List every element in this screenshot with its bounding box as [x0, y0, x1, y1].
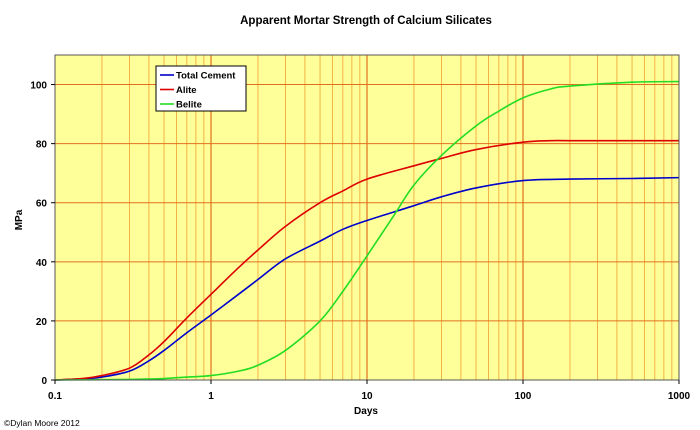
y-tick-label: 0 [41, 376, 47, 387]
y-tick-label: 20 [36, 317, 48, 328]
legend-label: Total Cement [176, 71, 236, 82]
series-lines [54, 80, 680, 381]
chart-title: Apparent Mortar Strength of Calcium Sili… [240, 15, 492, 27]
x-tick-label: 100 [515, 391, 532, 402]
x-tick-label: 1000 [668, 391, 691, 402]
legend-label: Alite [176, 85, 197, 96]
y-axis-label: MPa [14, 209, 25, 230]
y-tick-label: 60 [36, 199, 48, 210]
x-tick-label: 0.1 [48, 391, 62, 402]
legend-label: Belite [176, 100, 202, 111]
x-axis-label: Days [354, 406, 378, 417]
series-line-belite [54, 80, 680, 381]
y-tick-label: 100 [30, 81, 47, 92]
series-line-total-cement [54, 176, 680, 381]
y-axis: 0 20 40 60 80 100 [30, 81, 55, 387]
x-tick-label: 10 [361, 391, 373, 402]
x-tick-label: 1 [208, 391, 214, 402]
y-tick-label: 40 [36, 258, 48, 269]
series-line-alite [54, 139, 679, 381]
y-tick-label: 80 [36, 140, 48, 151]
x-axis: 0.1 1 10 100 1000 [48, 380, 691, 402]
copyright: ©Dylan Moore 2012 [4, 418, 80, 428]
legend: Total Cement Alite Belite [155, 65, 247, 112]
